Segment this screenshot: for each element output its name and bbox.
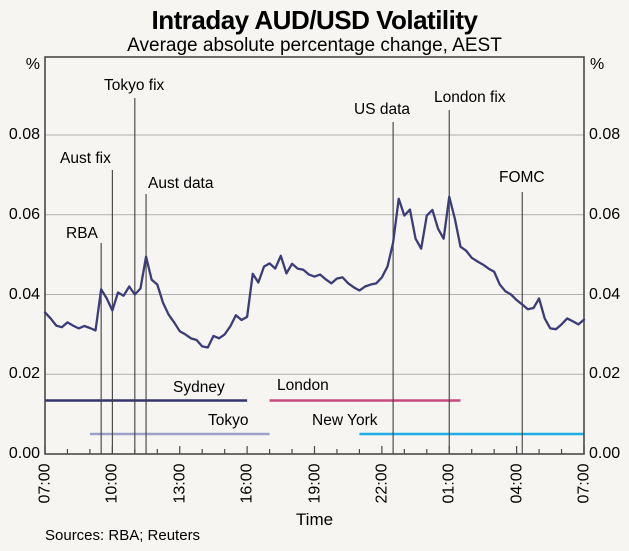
y-tick-label-right: 0.00	[589, 445, 621, 462]
y-tick-label-right: 0.06	[589, 205, 621, 223]
x-tick-label: 07:00	[36, 463, 54, 504]
y-tick-label-left: 0.06	[8, 205, 40, 223]
x-tick-label: 13:00	[171, 463, 189, 504]
chart-subtitle: Average absolute percentage change, AEST	[127, 35, 502, 56]
y-tick-label-left: 0.02	[8, 365, 40, 383]
y-tick-label-right: 0.02	[589, 365, 621, 383]
x-tick-label: 22:00	[373, 463, 391, 504]
y-axis-unit-left: %	[25, 56, 40, 73]
annotation-label-aust-data: Aust data	[148, 175, 214, 192]
x-axis-title: Time	[295, 510, 334, 529]
plot-frame	[44, 56, 585, 455]
annotation-label-rba: RBA	[66, 225, 98, 242]
annotation-label-london-fix: London fix	[434, 89, 506, 106]
session-label-sydney: Sydney	[173, 379, 225, 396]
annotation-label-fomc: FOMC	[499, 169, 545, 186]
y-tick-label-left: 0.08	[8, 126, 40, 143]
y-tick-label-left: 0.04	[8, 285, 40, 303]
y-tick-label-right: 0.04	[589, 285, 621, 303]
x-tick-label: 19:00	[306, 463, 323, 504]
y-tick-label-left: 0.00	[8, 445, 40, 462]
annotation-label-tokyo-fix: Tokyo fix	[104, 77, 165, 94]
sources-note: Sources: RBA; Reuters	[45, 527, 201, 544]
x-tick-label: 07:00	[575, 463, 593, 504]
x-tick-label: 16:00	[238, 463, 256, 504]
y-tick-label-right: 0.08	[589, 126, 621, 143]
x-tick-label: 01:00	[440, 463, 458, 504]
x-tick-label: 10:00	[103, 463, 121, 504]
annotation-label-aust-fix: Aust fix	[60, 150, 111, 167]
session-label-tokyo: Tokyo	[208, 412, 249, 429]
session-label-london: London	[277, 377, 329, 394]
chart-title: Intraday AUD/USD Volatility	[151, 5, 479, 35]
x-tick-label: 04:00	[508, 463, 526, 504]
session-label-new-york: New York	[312, 412, 378, 429]
y-axis-unit-right: %	[590, 56, 605, 73]
volatility-line	[43, 195, 586, 349]
annotation-label-us-data: US data	[354, 101, 411, 118]
